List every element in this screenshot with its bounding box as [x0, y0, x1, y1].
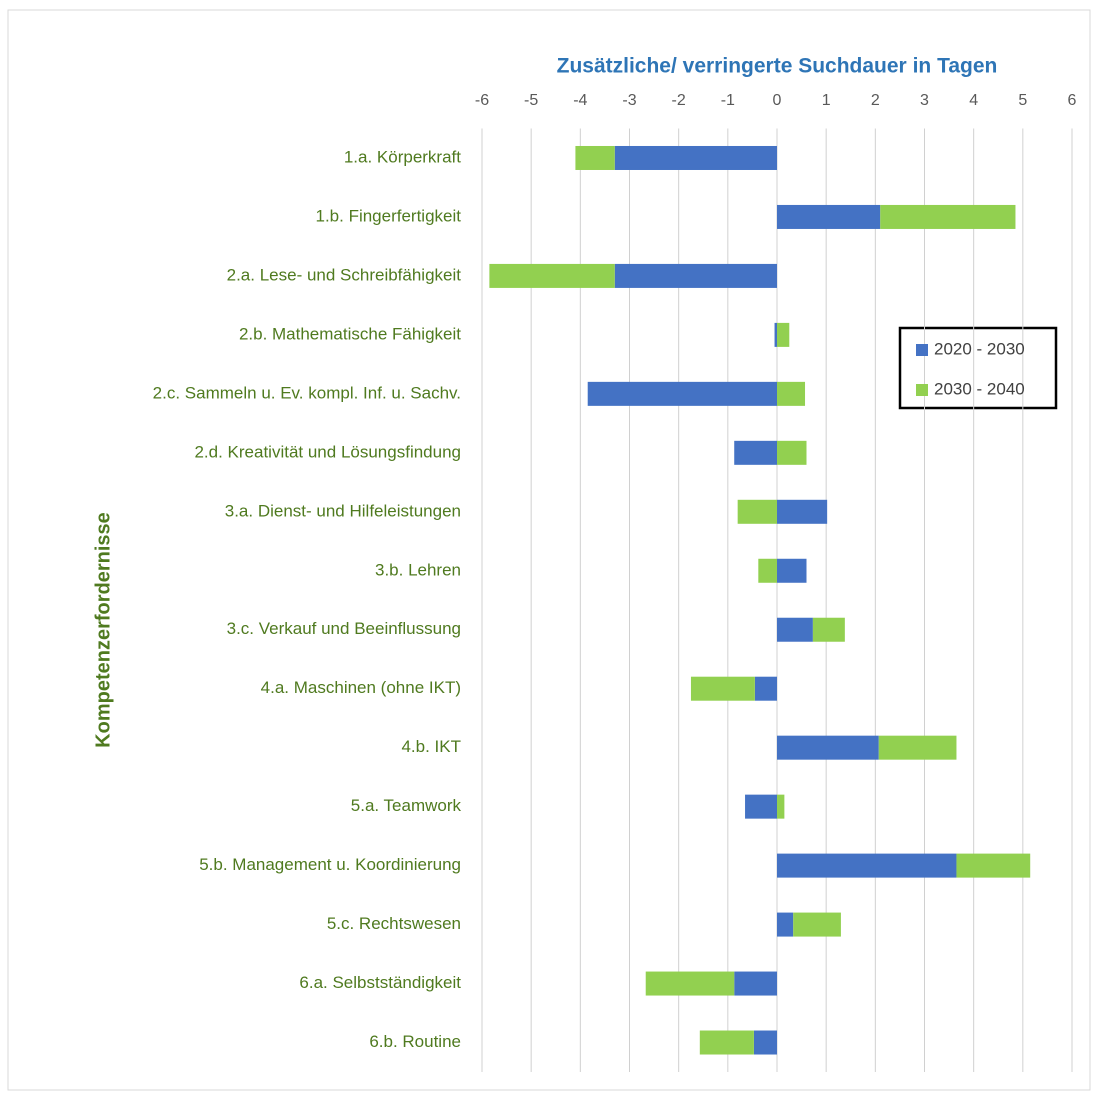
- bar: [489, 263, 615, 288]
- y-tick-label: 2.a. Lese- und Schreibfähigkeit: [227, 265, 462, 284]
- y-tick-label: 1.a. Körperkraft: [344, 147, 461, 166]
- y-tick-label: 4.a. Maschinen (ohne IKT): [261, 678, 461, 697]
- y-tick-label: 6.b. Routine: [369, 1032, 461, 1051]
- bar: [812, 617, 845, 642]
- y-tick-label: 4.b. IKT: [401, 737, 461, 756]
- bar: [777, 853, 957, 878]
- y-tick-label: 3.c. Verkauf und Beeinflussung: [227, 619, 461, 638]
- bar: [956, 853, 1031, 878]
- bar: [777, 440, 807, 465]
- y-tick-label: 3.b. Lehren: [375, 560, 461, 579]
- bar: [777, 617, 813, 642]
- y-tick-label: 2.b. Mathematische Fähigkeit: [239, 324, 461, 343]
- x-tick-label: 4: [969, 92, 978, 109]
- bar: [777, 381, 806, 406]
- y-tick-label: 6.a. Selbstständigkeit: [299, 973, 461, 992]
- bar: [734, 440, 777, 465]
- x-tick-label: 6: [1068, 92, 1077, 109]
- bar: [777, 499, 828, 524]
- bar: [777, 558, 807, 583]
- chart-title: Zusätzliche/ verringerte Suchdauer in Ta…: [557, 55, 998, 78]
- y-tick-label: 2.d. Kreativität und Lösungsfindung: [194, 442, 461, 461]
- y-tick-label: 2.c. Sammeln u. Ev. kompl. Inf. u. Sachv…: [153, 383, 461, 402]
- x-tick-label: -2: [672, 92, 686, 109]
- x-tick-label: 5: [1018, 92, 1027, 109]
- legend-swatch: [916, 384, 928, 396]
- bar: [690, 676, 755, 701]
- x-tick-label: -6: [475, 92, 489, 109]
- bar: [777, 794, 785, 819]
- bar: [745, 794, 777, 819]
- bar: [645, 971, 735, 996]
- y-tick-label: 3.a. Dienst- und Hilfeleistungen: [225, 501, 461, 520]
- bar: [880, 204, 1016, 229]
- bar: [614, 263, 777, 288]
- y-tick-label: 1.b. Fingerfertigkeit: [315, 206, 461, 225]
- x-tick-label: 0: [773, 92, 782, 109]
- bar: [777, 322, 790, 347]
- bar: [575, 145, 615, 170]
- bar: [777, 204, 881, 229]
- y-tick-label: 5.a. Teamwork: [351, 796, 462, 815]
- bar: [587, 381, 777, 406]
- bar: [777, 912, 794, 937]
- bar: [777, 735, 879, 760]
- bar: [754, 676, 777, 701]
- bar: [774, 322, 777, 347]
- legend-label: 2020 - 2030: [934, 339, 1025, 358]
- x-tick-label: 2: [871, 92, 880, 109]
- legend-swatch: [916, 344, 928, 356]
- bar: [793, 912, 841, 937]
- bar: [753, 1030, 777, 1055]
- y-tick-label: 5.b. Management u. Koordinierung: [199, 855, 461, 874]
- bar: [878, 735, 957, 760]
- bar: [699, 1030, 754, 1055]
- x-tick-label: -3: [622, 92, 636, 109]
- bar: [734, 971, 777, 996]
- bar: [614, 145, 777, 170]
- x-tick-label: -5: [524, 92, 538, 109]
- x-tick-label: 3: [920, 92, 929, 109]
- bar: [737, 499, 777, 524]
- chart-frame: [7, 9, 1091, 1091]
- legend-label: 2030 - 2040: [934, 379, 1025, 398]
- x-tick-label: -1: [721, 92, 735, 109]
- x-tick-label: 1: [822, 92, 831, 109]
- bar: [758, 558, 777, 583]
- y-tick-label: 5.c. Rechtswesen: [327, 914, 461, 933]
- x-tick-label: -4: [573, 92, 587, 109]
- y-axis-title: Kompetenzerfordernisse: [92, 512, 114, 748]
